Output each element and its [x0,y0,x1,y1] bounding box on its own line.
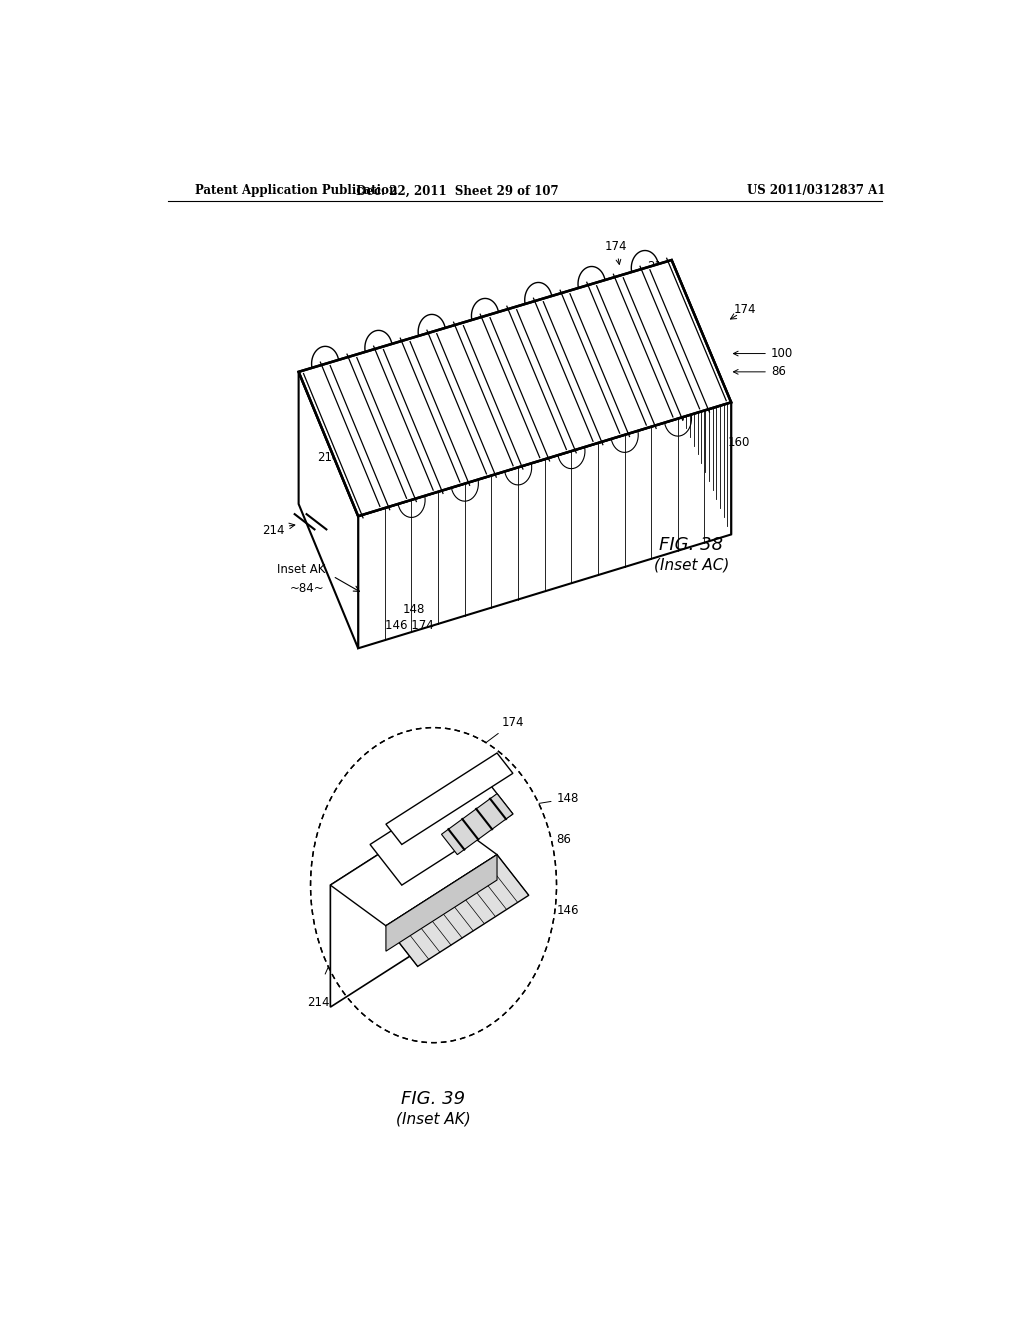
Text: 174: 174 [468,715,524,756]
Polygon shape [299,260,731,516]
Text: FIG. 39: FIG. 39 [401,1089,466,1107]
Text: 214: 214 [647,260,670,281]
Text: 160: 160 [728,437,751,450]
Text: 214: 214 [407,393,454,414]
Text: 148: 148 [402,603,425,616]
Text: 214: 214 [307,995,330,1008]
Text: Dec. 22, 2011  Sheet 29 of 107: Dec. 22, 2011 Sheet 29 of 107 [356,185,559,198]
Text: 86: 86 [733,366,785,379]
Text: 148: 148 [509,792,579,810]
Polygon shape [386,854,497,952]
Polygon shape [672,260,731,535]
Polygon shape [441,793,513,854]
Circle shape [310,727,557,1043]
Polygon shape [331,814,497,925]
Text: 214: 214 [316,450,364,471]
Text: 214: 214 [262,524,285,537]
Text: FIG. 38: FIG. 38 [659,536,724,553]
Text: Inset AK: Inset AK [278,562,326,576]
Text: 100: 100 [444,964,497,1008]
Text: (Inset AC): (Inset AC) [653,557,729,573]
Text: 146: 146 [484,904,579,940]
Polygon shape [358,403,731,648]
Polygon shape [386,752,513,845]
Text: 86: 86 [517,833,571,850]
Text: (Inset AK): (Inset AK) [396,1111,471,1126]
Polygon shape [331,814,441,1007]
Text: 100: 100 [733,347,793,360]
Text: ~84~: ~84~ [290,582,325,595]
Text: 174: 174 [734,304,757,317]
Polygon shape [386,854,528,966]
Text: 174: 174 [605,240,628,264]
Polygon shape [370,774,513,886]
Polygon shape [299,372,358,648]
Text: US 2011/0312837 A1: US 2011/0312837 A1 [748,185,886,198]
Text: 146 174: 146 174 [385,619,434,632]
Text: Patent Application Publication: Patent Application Publication [196,185,398,198]
